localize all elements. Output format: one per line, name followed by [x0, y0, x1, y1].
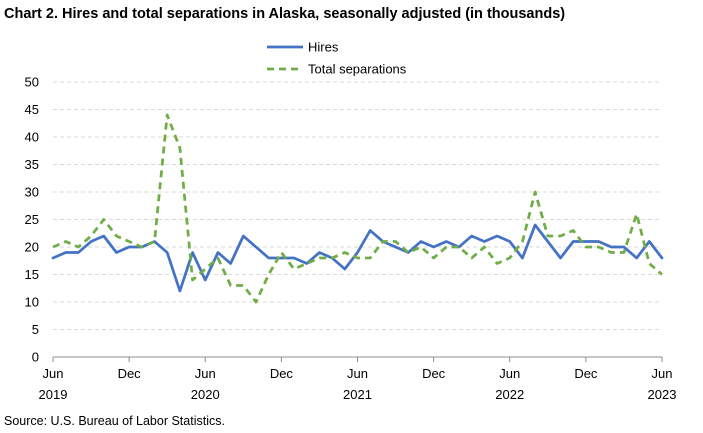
x-tick-label-0: Jun	[43, 366, 64, 381]
x-tick-year-12: 2020	[191, 387, 220, 402]
x-tick-label-24: Jun	[347, 366, 368, 381]
legend-label-0: Hires	[308, 40, 339, 55]
gridlines	[53, 81, 662, 330]
legend: Hires Total separations	[267, 40, 407, 77]
x-tick-label-12: Jun	[195, 366, 216, 381]
x-tick-year-36: 2022	[495, 387, 524, 402]
series-line-0	[51, 223, 664, 293]
chart-source-note: Source: U.S. Bureau of Labor Statistics.	[4, 414, 225, 428]
x-tick-year-24: 2021	[343, 387, 372, 402]
x-tick-year-0: 2019	[39, 387, 68, 402]
chart-title: Chart 2. Hires and total separations in …	[4, 6, 566, 22]
x-tick-label-48: Jun	[652, 366, 673, 381]
y-tick-label-50: 50	[25, 75, 39, 90]
y-tick-label-15: 15	[25, 267, 39, 282]
y-tick-label-5: 5	[32, 322, 39, 337]
x-tick-label-18: Dec	[270, 366, 294, 381]
y-tick-label-45: 45	[25, 102, 39, 117]
x-tick-label-6: Dec	[118, 366, 142, 381]
legend-label-1: Total separations	[308, 62, 407, 77]
y-tick-label-40: 40	[25, 130, 39, 145]
y-tick-label-35: 35	[25, 157, 39, 172]
x-tick-label-42: Dec	[574, 366, 598, 381]
axes: 0 5 10 15 20 25 30 35 40 45 50 Jun 2019 Dec Jun 2020 Dec…	[25, 75, 677, 403]
y-tick-label-25: 25	[25, 212, 39, 227]
y-tick-label-30: 30	[25, 185, 39, 200]
series-line-1	[52, 113, 663, 304]
series-layer	[51, 113, 664, 304]
y-tick-label-20: 20	[25, 240, 39, 255]
y-tick-label-0: 0	[32, 350, 39, 365]
x-tick-label-30: Dec	[422, 366, 446, 381]
y-tick-label-10: 10	[25, 295, 39, 310]
x-tick-year-48: 2023	[648, 387, 677, 402]
x-tick-label-36: Jun	[499, 366, 520, 381]
